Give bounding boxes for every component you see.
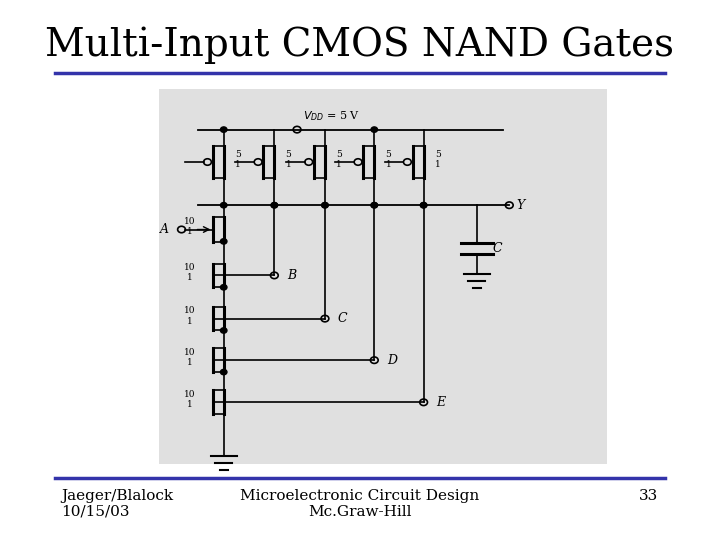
Circle shape: [420, 202, 427, 208]
Text: 10
1: 10 1: [184, 306, 196, 326]
Text: Multi-Input CMOS NAND Gates: Multi-Input CMOS NAND Gates: [45, 27, 675, 64]
Circle shape: [371, 127, 377, 132]
Text: 10
1: 10 1: [184, 263, 196, 282]
Circle shape: [220, 285, 227, 290]
Circle shape: [322, 202, 328, 208]
Text: C: C: [492, 242, 503, 255]
Circle shape: [271, 202, 278, 208]
Text: B: B: [287, 269, 297, 282]
Text: Jaeger/Blalock
10/15/03: Jaeger/Blalock 10/15/03: [61, 489, 174, 519]
Text: 5
1: 5 1: [286, 150, 292, 169]
Circle shape: [420, 202, 427, 208]
Text: 10
1: 10 1: [184, 390, 196, 409]
Text: 33: 33: [639, 489, 659, 503]
Circle shape: [322, 202, 328, 208]
Text: 10
1: 10 1: [184, 348, 196, 367]
Text: D: D: [387, 354, 397, 367]
Text: 5
1: 5 1: [386, 150, 392, 169]
Circle shape: [220, 239, 227, 244]
Circle shape: [220, 202, 227, 208]
Text: 10
1: 10 1: [184, 217, 196, 237]
Circle shape: [220, 369, 227, 375]
Circle shape: [371, 202, 377, 208]
Circle shape: [371, 202, 377, 208]
Text: Y: Y: [517, 199, 525, 212]
Bar: [159, 89, 607, 464]
Text: A: A: [160, 223, 168, 236]
Circle shape: [220, 328, 227, 333]
Text: 5
1: 5 1: [435, 150, 441, 169]
Text: C: C: [338, 312, 348, 325]
Circle shape: [220, 127, 227, 132]
Text: E: E: [436, 396, 446, 409]
Text: $V_{DD}$ = 5 V: $V_{DD}$ = 5 V: [303, 109, 360, 123]
Text: Microelectronic Circuit Design
Mc.Graw-Hill: Microelectronic Circuit Design Mc.Graw-H…: [240, 489, 480, 519]
Text: 5
1: 5 1: [336, 150, 342, 169]
Circle shape: [271, 202, 278, 208]
Text: 5
1: 5 1: [235, 150, 241, 169]
